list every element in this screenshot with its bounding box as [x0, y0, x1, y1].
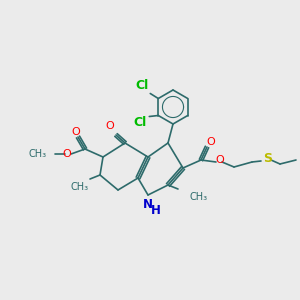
- Text: CH₃: CH₃: [190, 192, 208, 202]
- Text: O: O: [72, 127, 80, 137]
- Text: H: H: [151, 205, 161, 218]
- Text: O: O: [63, 149, 71, 159]
- Text: O: O: [216, 155, 224, 165]
- Text: O: O: [106, 121, 114, 131]
- Text: S: S: [263, 152, 272, 166]
- Text: Cl: Cl: [134, 116, 147, 129]
- Text: CH₃: CH₃: [29, 149, 47, 159]
- Text: CH₃: CH₃: [71, 182, 89, 192]
- Text: Cl: Cl: [136, 79, 149, 92]
- Text: N: N: [143, 199, 153, 212]
- Text: O: O: [207, 137, 215, 147]
